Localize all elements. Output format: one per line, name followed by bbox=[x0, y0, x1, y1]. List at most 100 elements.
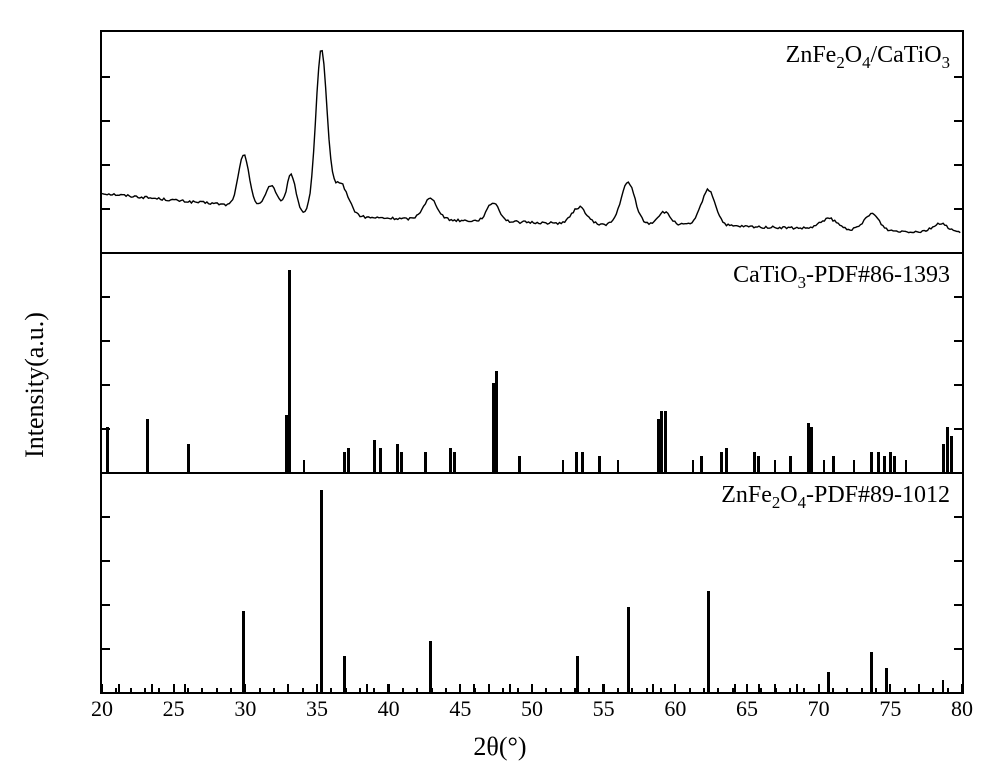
xrd-stick bbox=[288, 270, 291, 472]
xrd-stick bbox=[885, 668, 888, 692]
xrd-stick bbox=[757, 456, 760, 472]
xtick-label: 65 bbox=[736, 696, 758, 722]
xtick-label: 55 bbox=[593, 696, 615, 722]
xrd-stick bbox=[453, 452, 456, 472]
xrd-stick bbox=[942, 444, 945, 472]
xrd-stick bbox=[400, 452, 403, 472]
ytick-left bbox=[102, 296, 110, 298]
xrd-stick bbox=[758, 684, 760, 692]
xrd-stick bbox=[789, 456, 792, 472]
xrd-stick bbox=[184, 684, 186, 692]
xrd-stick bbox=[347, 448, 350, 472]
ytick-left bbox=[102, 560, 110, 562]
xrd-stick bbox=[660, 411, 663, 472]
xrd-stick bbox=[488, 684, 490, 692]
xrd-stick bbox=[429, 641, 432, 692]
xtick-label: 80 bbox=[951, 696, 973, 722]
xrd-stick bbox=[518, 456, 521, 472]
xrd-stick bbox=[509, 684, 511, 692]
xrd-stick bbox=[774, 460, 776, 472]
ytick-right bbox=[954, 428, 962, 430]
xrd-stick bbox=[877, 452, 880, 472]
xrd-stick bbox=[893, 456, 896, 472]
xrd-stick bbox=[725, 448, 728, 472]
xrd-stick bbox=[832, 456, 835, 472]
xrd-stick bbox=[576, 656, 579, 692]
xrd-stick bbox=[883, 456, 886, 472]
ytick-left bbox=[102, 384, 110, 386]
xtick-label: 45 bbox=[449, 696, 471, 722]
ytick-right bbox=[954, 340, 962, 342]
xrd-stick bbox=[303, 460, 305, 472]
panel-label-znfe2o4: ZnFe2O4-PDF#89-1012 bbox=[721, 482, 950, 513]
ytick-right bbox=[954, 648, 962, 650]
panel-znfe2o4: ZnFe2O4-PDF#89-1012 bbox=[102, 472, 962, 692]
xtick-label: 35 bbox=[306, 696, 328, 722]
xrd-stick bbox=[617, 460, 619, 472]
xtick-label: 70 bbox=[808, 696, 830, 722]
xrd-stick bbox=[449, 448, 452, 472]
xrd-stick bbox=[106, 427, 109, 472]
xrd-stick bbox=[379, 448, 382, 472]
xrd-stick bbox=[720, 452, 723, 472]
ytick-right bbox=[954, 604, 962, 606]
ytick-right bbox=[954, 560, 962, 562]
xrd-stick bbox=[343, 452, 346, 472]
xrd-stick bbox=[575, 452, 578, 472]
xrd-stick bbox=[796, 684, 798, 692]
xrd-stick bbox=[387, 684, 389, 692]
xrd-stick bbox=[700, 456, 703, 472]
panel-catio3: CaTiO3-PDF#86-1393 bbox=[102, 252, 962, 474]
xrd-stick bbox=[343, 656, 346, 692]
xrd-stick bbox=[602, 684, 604, 692]
xrd-stick bbox=[598, 456, 601, 472]
ytick-left bbox=[102, 516, 110, 518]
xrd-stick bbox=[853, 460, 855, 472]
xrd-stick bbox=[373, 440, 376, 472]
xrd-stick bbox=[905, 460, 907, 472]
xrd-stick bbox=[151, 684, 153, 692]
xrd-stick bbox=[753, 452, 756, 472]
xrd-stick bbox=[918, 684, 920, 692]
ytick-right bbox=[954, 296, 962, 298]
xrd-stick bbox=[810, 427, 813, 472]
xrd-stick bbox=[287, 684, 289, 692]
xrd-stick bbox=[396, 444, 399, 472]
xrd-stick bbox=[823, 460, 825, 472]
xrd-stick bbox=[827, 672, 830, 692]
xrd-stick bbox=[562, 460, 564, 472]
xtick-label: 40 bbox=[378, 696, 400, 722]
xrd-stick bbox=[664, 411, 667, 472]
x-axis-label: 2θ(°) bbox=[473, 732, 526, 762]
xrd-stick bbox=[366, 684, 368, 692]
xrd-stick bbox=[187, 444, 190, 472]
xtick-label: 20 bbox=[91, 696, 113, 722]
panel-label-catio3: CaTiO3-PDF#86-1393 bbox=[733, 262, 950, 293]
xrd-stick bbox=[473, 684, 475, 692]
xrd-stick bbox=[242, 611, 245, 692]
xrd-stick bbox=[424, 452, 427, 472]
xrd-stick bbox=[946, 427, 949, 472]
ytick-left bbox=[102, 604, 110, 606]
xrd-stick bbox=[950, 436, 953, 472]
xtick-label: 25 bbox=[163, 696, 185, 722]
xrd-stick bbox=[146, 419, 149, 472]
xtick-label: 75 bbox=[879, 696, 901, 722]
xrd-stick bbox=[870, 652, 873, 692]
xrd-stick bbox=[692, 460, 694, 472]
y-axis-label: Intensity(a.u.) bbox=[20, 312, 50, 458]
xrd-stick bbox=[774, 684, 776, 692]
xrd-stick bbox=[889, 452, 892, 472]
ytick-left bbox=[102, 340, 110, 342]
plot-area: 20253035404550556065707580ZnFe2O4/CaTiO3… bbox=[100, 30, 964, 694]
xrd-stick bbox=[320, 490, 323, 692]
xrd-stick bbox=[495, 371, 498, 472]
panel-composite: ZnFe2O4/CaTiO3 bbox=[102, 32, 962, 254]
xrd-stick bbox=[627, 607, 630, 692]
xrd-stick bbox=[707, 591, 710, 692]
xrd-figure: Intensity(a.u.) 202530354045505560657075… bbox=[0, 0, 1000, 770]
xrd-stick bbox=[118, 684, 120, 692]
xrd-stick bbox=[531, 684, 533, 692]
xrd-stick bbox=[581, 452, 584, 472]
xtick-label: 30 bbox=[234, 696, 256, 722]
